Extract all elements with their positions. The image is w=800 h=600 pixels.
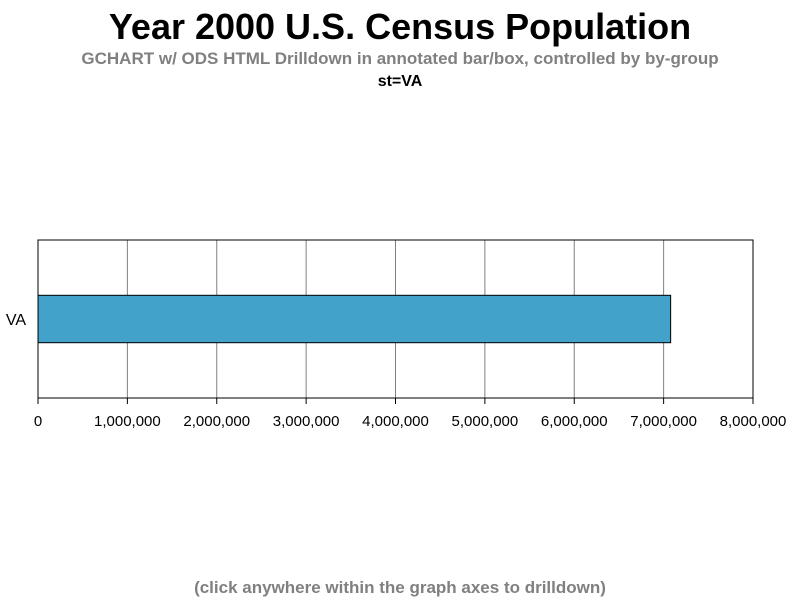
x-tick-label: 8,000,000 xyxy=(720,413,787,430)
x-axis-ticks xyxy=(37,398,754,404)
x-tick-label: 5,000,000 xyxy=(452,413,519,430)
by-group-label: st=VA xyxy=(377,73,423,90)
x-tick-label: 4,000,000 xyxy=(362,413,429,430)
axis-labels: 0 1,000,000 2,000,000 3,000,000 4,000,000 5,0… xyxy=(6,312,787,430)
x-tick-label: 3,000,000 xyxy=(273,413,340,430)
bar-va[interactable] xyxy=(37,294,672,344)
x-tick-label: 7,000,000 xyxy=(630,413,697,430)
x-tick-label: 2,000,000 xyxy=(183,413,250,430)
x-tick-label: 1,000,000 xyxy=(94,413,161,430)
x-tick-label: 0 xyxy=(34,413,42,430)
category-label: VA xyxy=(6,312,26,329)
bars[interactable] xyxy=(37,294,672,344)
x-tick-label: 6,000,000 xyxy=(541,413,608,430)
drilldown-footnote: (click anywhere within the graph axes to… xyxy=(194,578,606,597)
chart-subtitle: GCHART w/ ODS HTML Drilldown in annotate… xyxy=(81,49,719,68)
chart-title: Year 2000 U.S. Census Population xyxy=(108,6,692,47)
